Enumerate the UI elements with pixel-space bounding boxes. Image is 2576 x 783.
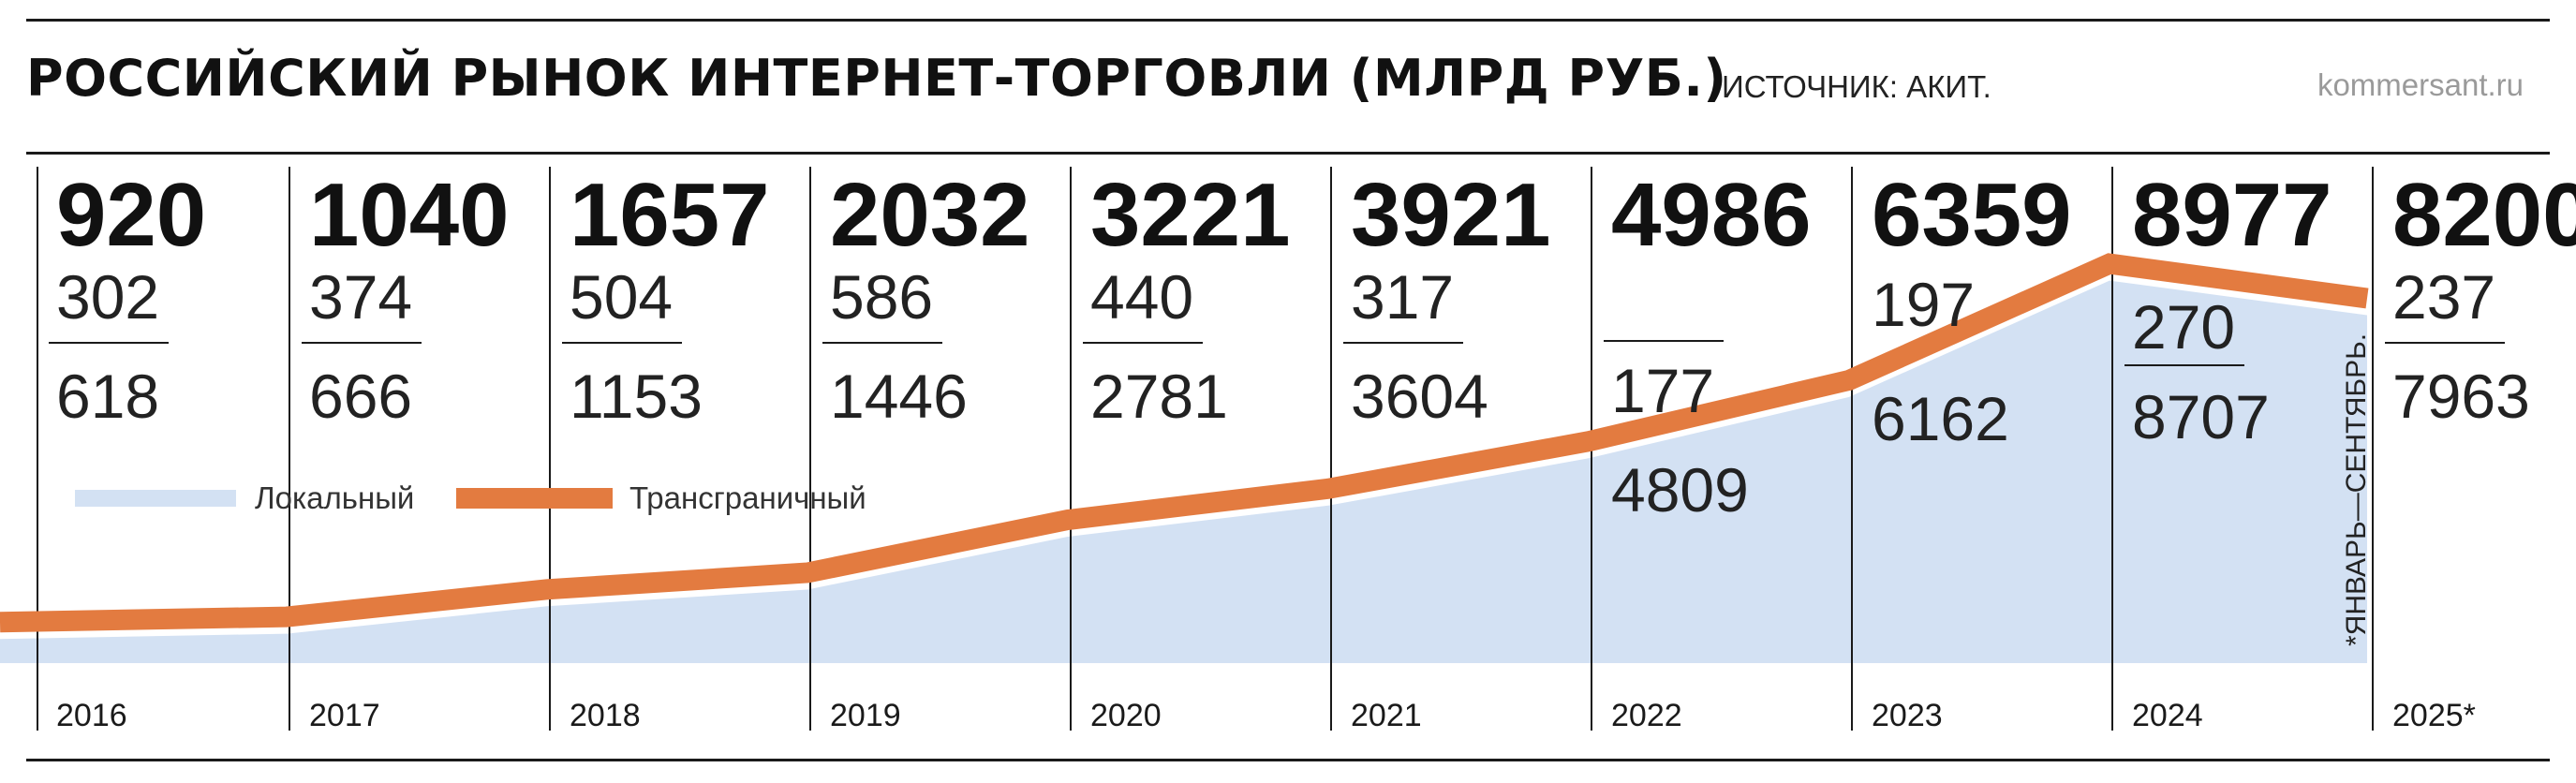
local-label-2017: 666 bbox=[309, 362, 412, 431]
local-label-2018: 1153 bbox=[570, 362, 703, 431]
local-label-2021: 3604 bbox=[1351, 362, 1488, 431]
local-label-2025*: 7963 bbox=[2392, 362, 2530, 431]
total-label-2019: 2032 bbox=[830, 165, 1030, 265]
total-label-2017: 1040 bbox=[309, 165, 510, 265]
footnote: *ЯНВАРЬ—СЕНТЯБРЬ. bbox=[2341, 333, 2372, 646]
local-label-2022: 4809 bbox=[1611, 455, 1749, 524]
local-label-2019: 1446 bbox=[830, 362, 968, 431]
line-crossborder bbox=[0, 253, 2369, 633]
legend-swatch-local bbox=[75, 490, 236, 507]
total-label-2018: 1657 bbox=[570, 165, 770, 265]
source-label: ИСТОЧНИК: АКИТ. bbox=[1722, 69, 1991, 104]
legend-swatch-crossborder bbox=[456, 488, 613, 509]
year-label-2017: 2017 bbox=[309, 698, 380, 733]
year-label-2016: 2016 bbox=[56, 698, 127, 733]
local-label-2023: 6162 bbox=[1872, 384, 2009, 453]
crossborder-label-2021: 317 bbox=[1351, 262, 1454, 332]
year-label-2019: 2019 bbox=[830, 698, 901, 733]
year-label-2023: 2023 bbox=[1872, 698, 1943, 733]
crossborder-label-2020: 440 bbox=[1090, 262, 1193, 332]
local-label-2016: 618 bbox=[56, 362, 159, 431]
crossborder-label-2024: 270 bbox=[2132, 292, 2235, 362]
crossborder-label-2018: 504 bbox=[570, 262, 673, 332]
total-label-2023: 6359 bbox=[1872, 165, 2072, 265]
bottom-rule bbox=[26, 759, 2550, 761]
year-label-2021: 2021 bbox=[1351, 698, 1422, 733]
crossborder-label-2025*: 237 bbox=[2392, 262, 2495, 332]
total-label-2020: 3221 bbox=[1090, 165, 1291, 265]
year-label-2020: 2020 bbox=[1090, 698, 1162, 733]
year-label-2025*: 2025* bbox=[2392, 698, 2476, 733]
site-label: kommersant.ru bbox=[2317, 67, 2524, 102]
legend: Локальный Трансграничный bbox=[75, 480, 866, 515]
year-label-2024: 2024 bbox=[2132, 698, 2203, 733]
total-label-2025*: 8200 bbox=[2392, 165, 2576, 265]
year-label-2018: 2018 bbox=[570, 698, 641, 733]
legend-label-local: Локальный bbox=[255, 480, 414, 515]
chart-title: РОССИЙСКИЙ РЫНОК ИНТЕРНЕТ-ТОРГОВЛИ (МЛРД… bbox=[26, 49, 1727, 108]
crossborder-label-2019: 586 bbox=[830, 262, 933, 332]
local-label-2024: 8707 bbox=[2132, 382, 2270, 451]
crossborder-label-2016: 302 bbox=[56, 262, 159, 332]
crossborder-label-2022: 177 bbox=[1611, 356, 1714, 425]
top-rule bbox=[26, 19, 2550, 22]
header-rule bbox=[26, 152, 2550, 155]
total-label-2024: 8977 bbox=[2132, 165, 2332, 265]
total-label-2021: 3921 bbox=[1351, 165, 1551, 265]
area-local bbox=[0, 280, 2367, 663]
line-layer bbox=[0, 253, 2369, 633]
year-label-2022: 2022 bbox=[1611, 698, 1682, 733]
crossborder-label-2017: 374 bbox=[309, 262, 412, 332]
total-label-2022: 4986 bbox=[1611, 165, 1812, 265]
area-layer bbox=[0, 280, 2367, 663]
crossborder-label-2023: 197 bbox=[1872, 270, 1975, 339]
local-label-2020: 2781 bbox=[1090, 362, 1228, 431]
total-label-2016: 920 bbox=[56, 165, 206, 265]
legend-label-crossborder: Трансграничный bbox=[629, 480, 866, 515]
